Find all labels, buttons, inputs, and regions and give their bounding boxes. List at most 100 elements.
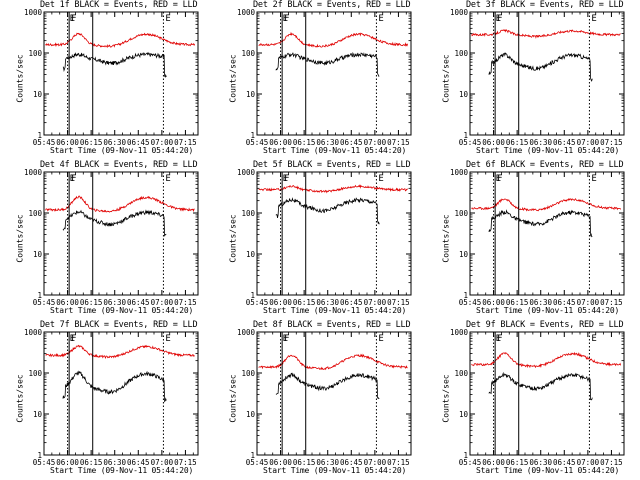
x-tick-label: 06:45 (340, 138, 363, 147)
plot-area: 1 10 100 1000 05:45 06:00 06:15 06:30 06:45 07:00… (24, 328, 199, 467)
x-tick-label: 07:15 (174, 298, 197, 307)
x-tick-label: 07:15 (174, 458, 197, 467)
plot-frame (469, 171, 625, 296)
y-tick-label: 10 (33, 90, 43, 99)
x-tick-label: 06:15 (293, 138, 316, 147)
lld-series-line (45, 32, 195, 49)
x-axis-label: Start Time (09-Nov-11 05:44:20) (263, 306, 407, 315)
plot-area: 1 10 100 1000 05:45 06:00 06:15 06:30 06:45 07:00… (237, 168, 412, 307)
y-tick-label: 10 (33, 250, 43, 259)
y-tick-label: 1 (37, 451, 42, 460)
y-tick-label: 10 (459, 250, 469, 259)
y-tick-label: 100 (241, 209, 255, 218)
plot-area: 1 10 100 1000 05:45 06:00 06:15 06:30 06:45 07:00… (450, 8, 625, 147)
plot-title: Det 7f BLACK = Events, RED = LLD (40, 320, 198, 330)
lld-series-line (258, 31, 408, 48)
detector-panel-8: Det 8f BLACK = Events, RED = LLD Counts/s… (213, 320, 426, 480)
time-marker-label: F (284, 14, 289, 24)
x-tick-label: 06:00 (56, 458, 79, 467)
x-tick-label: 06:45 (127, 138, 150, 147)
detector-panel-3: Det 3f BLACK = Events, RED = LLD Counts/s… (426, 0, 639, 160)
plot-title: Det 9f BLACK = Events, RED = LLD (466, 320, 624, 330)
detector-panel-7: Det 7f BLACK = Events, RED = LLD Counts/s… (0, 320, 213, 480)
time-marker-label: E (591, 174, 596, 184)
y-tick-label: 1000 (450, 8, 469, 17)
detector-panel-6: Det 6f BLACK = Events, RED = LLD Counts/s… (426, 160, 639, 320)
x-tick-label: 06:15 (506, 298, 529, 307)
x-tick-label: 06:00 (56, 138, 79, 147)
y-tick-label: 100 (454, 369, 468, 378)
time-marker-label: E (496, 334, 501, 344)
y-tick-label: 1000 (450, 328, 469, 337)
y-tick-label: 1000 (237, 328, 256, 337)
time-marker-label: E (165, 334, 170, 344)
x-tick-label: 07:15 (387, 458, 410, 467)
x-tick-label: 07:00 (151, 458, 174, 467)
x-tick-label: 06:00 (269, 458, 292, 467)
x-tick-label: 07:00 (364, 138, 387, 147)
plot-area: 1 10 100 1000 05:45 06:00 06:15 06:30 06:45 07:00… (237, 328, 412, 467)
x-tick-label: 05:45 (246, 298, 269, 307)
x-tick-label: 07:00 (364, 298, 387, 307)
plot-frame (469, 11, 625, 136)
x-tick-label: 06:00 (482, 458, 505, 467)
time-marker-label: E (165, 14, 170, 24)
plot-area: 1 10 100 1000 05:45 06:00 06:15 06:30 06:45 07:00… (237, 8, 412, 147)
x-tick-label: 07:00 (364, 458, 387, 467)
time-marker-label: E (70, 174, 75, 184)
plot-title: Det 1f BLACK = Events, RED = LLD (40, 0, 198, 10)
plot-title: Det 5f BLACK = Events, RED = LLD (253, 160, 411, 170)
time-marker-label: F (284, 334, 289, 344)
time-marker-label: E (283, 14, 288, 24)
x-tick-label: 06:30 (529, 458, 552, 467)
plot-frame (43, 11, 199, 136)
time-marker-label: F (497, 14, 502, 24)
events-series-line (488, 209, 593, 238)
x-tick-label: 06:00 (269, 298, 292, 307)
y-tick-label: 100 (28, 49, 42, 58)
plot-title: Det 2f BLACK = Events, RED = LLD (253, 0, 411, 10)
time-marker-label: E (283, 174, 288, 184)
y-tick-label: 1 (250, 291, 255, 300)
events-series-line (62, 51, 167, 78)
plot-area: 1 10 100 1000 05:45 06:00 06:15 06:30 06:45 07:00… (450, 168, 625, 307)
plot-title: Det 4f BLACK = Events, RED = LLD (40, 160, 198, 170)
x-tick-label: 06:15 (506, 138, 529, 147)
x-tick-label: 06:30 (103, 458, 126, 467)
plot-frame (43, 171, 199, 296)
y-tick-label: 1 (37, 131, 42, 140)
time-marker-label: E (591, 14, 596, 24)
x-tick-label: 05:45 (33, 138, 56, 147)
x-tick-label: 05:45 (459, 458, 482, 467)
x-axis-label: Start Time (09-Nov-11 05:44:20) (50, 466, 194, 475)
plot-title: Det 8f BLACK = Events, RED = LLD (253, 320, 411, 330)
events-series-line (275, 51, 380, 77)
x-axis-label: Start Time (09-Nov-11 05:44:20) (476, 466, 620, 475)
y-tick-label: 1 (250, 451, 255, 460)
x-tick-label: 06:30 (529, 298, 552, 307)
x-tick-label: 06:00 (269, 138, 292, 147)
plot-frame (43, 331, 199, 456)
x-tick-label: 06:30 (103, 298, 126, 307)
x-tick-label: 05:45 (459, 298, 482, 307)
y-tick-label: 1000 (450, 168, 469, 177)
time-marker-label: F (497, 174, 502, 184)
x-tick-label: 06:30 (103, 138, 126, 147)
x-tick-label: 06:15 (80, 458, 103, 467)
x-tick-label: 07:00 (577, 138, 600, 147)
x-tick-label: 06:45 (340, 458, 363, 467)
plot-frame (256, 331, 412, 456)
y-tick-label: 100 (454, 209, 468, 218)
lld-series-line (471, 28, 621, 39)
y-tick-label: 10 (459, 410, 469, 419)
y-tick-label: 1000 (237, 8, 256, 17)
x-axis-label: Start Time (09-Nov-11 05:44:20) (50, 146, 194, 155)
x-tick-label: 05:45 (33, 458, 56, 467)
x-tick-label: 06:00 (482, 298, 505, 307)
x-tick-label: 06:00 (482, 138, 505, 147)
y-tick-label: 100 (241, 369, 255, 378)
detector-panel-4: Det 4f BLACK = Events, RED = LLD Counts/s… (0, 160, 213, 320)
x-axis-label: Start Time (09-Nov-11 05:44:20) (476, 306, 620, 315)
x-tick-label: 07:15 (600, 138, 623, 147)
